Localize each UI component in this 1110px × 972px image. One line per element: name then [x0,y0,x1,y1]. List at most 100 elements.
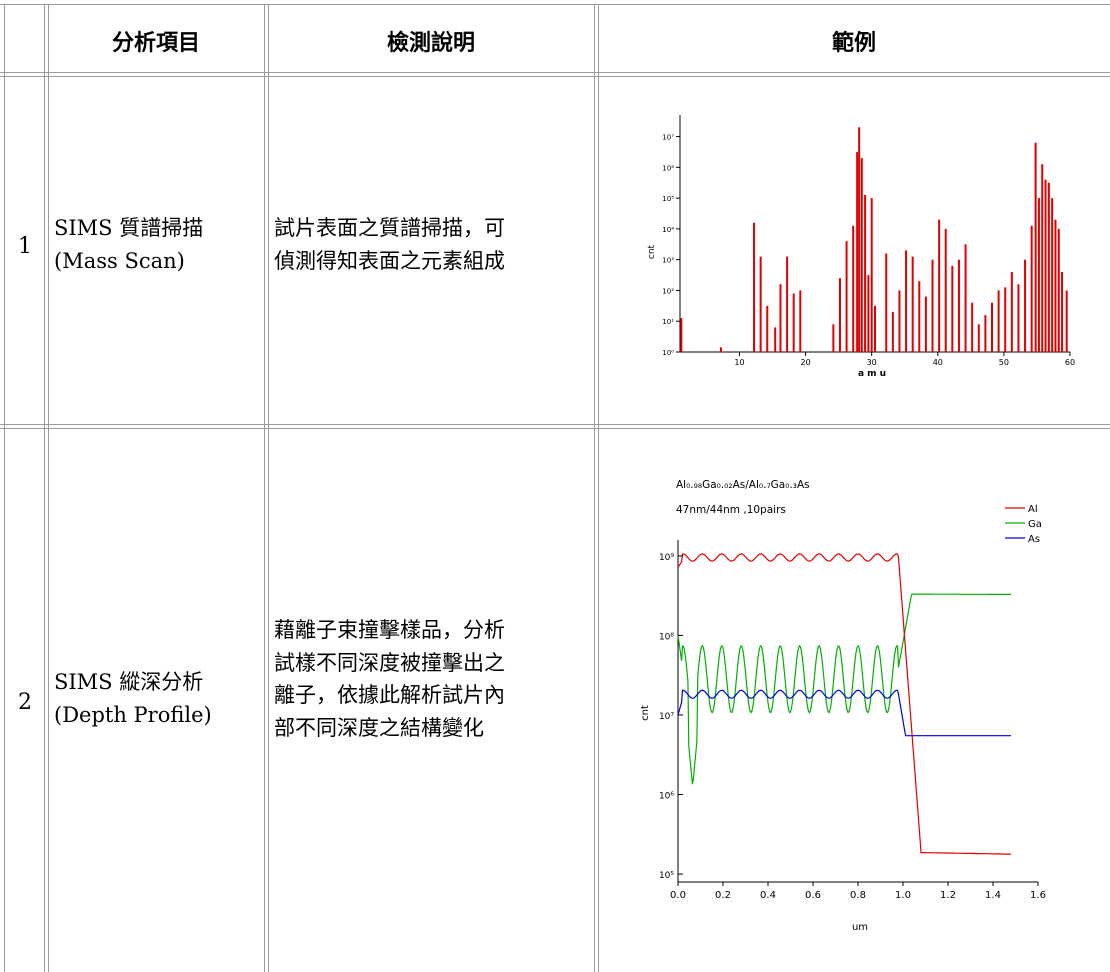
mass-scan-ytick-label: 10⁶ [662,164,674,172]
mass-scan-bar [885,253,888,352]
mass-scan-xlabel: a m u [858,369,886,379]
mass-scan-ytick-label: 10² [662,287,674,295]
depth-profile-ylabel: cnt [640,705,651,721]
row-1-description: 試片表面之質譜掃描，可 偵測得知表面之元素組成 [274,212,505,277]
mass-scan-xtick-label: 60 [1065,358,1075,367]
mass-scan-bar [786,256,789,352]
legend-label-as: As [1028,534,1040,545]
depth-profile-subtitle: 47nm/44nm ,10pairs [676,504,786,516]
mass-scan-bar [766,305,769,352]
header-example: 範例 [831,31,876,56]
mass-scan-ytick-label: 10⁴ [662,226,674,234]
mass-scan-bar [957,259,960,352]
mass-scan-bar [938,219,941,352]
row-2-desc-line: 部不同深度之結構變化 [274,715,484,740]
mass-scan-bar [1037,198,1040,352]
mass-scan-xtick-label: 50 [999,358,1009,367]
mass-scan-bar [918,281,921,352]
depth-profile-ytick-label: 10⁵ [659,871,674,881]
row-2-desc-line: 離子，依據此解析試片內 [274,683,505,708]
row-2-index: 2 [18,690,32,715]
mass-scan-bar [911,256,914,352]
depth-profile-xtick-label: 0.2 [715,890,731,901]
row-1-desc-line: 偵測得知表面之元素組成 [274,248,505,273]
mass-scan-bar [858,127,861,352]
depth-profile-series-ga [677,593,1011,785]
depth-profile-xtick-label: 0.6 [805,890,821,901]
mass-scan-xtick-label: 10 [734,358,744,367]
row-1-desc-line: 試片表面之質譜掃描，可 [274,216,505,240]
mass-scan-bar [680,318,683,352]
mass-scan-bar [1054,219,1057,352]
depth-profile-xtick-label: 1.2 [940,890,956,901]
mass-scan-bar [832,324,835,352]
legend-label-ga: Ga [1028,519,1042,530]
row-2-description: 藉離子束撞擊樣品，分析 試樣不同深度被撞擊出之 離子，依據此解析試片內 部不同深… [274,614,505,744]
mass-scan-ytick-label: 10³ [662,257,674,265]
depth-profile-xtick-label: 0.8 [850,890,866,901]
mass-scan-bar [931,259,934,352]
mass-scan-bar [1030,225,1033,352]
mass-scan-bar [891,311,894,352]
mass-scan-ylabel: cnt [647,244,657,259]
mass-scan-bar [753,222,756,352]
mass-scan-bar [856,151,859,352]
depth-profile-xtick-label: 1.0 [895,890,911,901]
mass-scan-bar [870,198,873,352]
mass-scan-bar [874,305,876,352]
mass-scan-bar [1024,259,1027,352]
mass-scan-ytick-label: 10⁷ [662,134,674,142]
depth-profile-ytick-label: 10⁶ [659,792,674,802]
mass-scan-bar [799,290,802,352]
depth-profile-ytick-label: 10⁸ [659,632,674,642]
mass-scan-bar [838,278,841,352]
mass-scan-bar [997,290,1000,352]
row-1-item-name: SIMS 質譜掃描 [54,216,204,240]
depth-profile-title: Al₀.₉₈Ga₀.₀₂As/Al₀.₇Ga₀.₃As [676,479,810,491]
mass-scan-ytick-label: 10⁰ [662,349,674,357]
depth-profile-xtick-label: 1.4 [985,890,1001,901]
row-1-item-english: (Mass Scan) [54,248,185,273]
mass-scan-bar [1044,179,1047,352]
mass-scan-bar [1010,271,1013,352]
mass-scan-bar [867,275,870,352]
mass-scan-bar [898,290,901,352]
mass-scan-bar [1051,198,1054,352]
mass-scan-bar [1041,164,1044,352]
mass-scan-bar [864,195,867,352]
mass-scan-bar [1034,142,1037,352]
mass-scan-bar [984,315,987,352]
depth-profile-xtick-label: 1.6 [1030,890,1046,901]
mass-scan-bar [1065,290,1068,352]
mass-scan-bar [977,324,980,352]
mass-scan-bar [1017,284,1020,352]
depth-profile-ytick-label: 10⁷ [659,712,674,722]
mass-scan-xtick-label: 40 [933,358,943,367]
mass-scan-ytick-label: 10⁵ [662,195,674,203]
mass-scan-bar [944,228,947,352]
mass-scan-xtick-label: 20 [800,358,810,367]
mass-scan-bar [971,302,974,352]
mass-scan-bar [860,158,863,352]
row-1-index: 1 [18,234,32,259]
mass-scan-bar [1057,228,1060,352]
depth-profile-series-as [677,689,1011,737]
mass-scan-bar [991,302,993,352]
depth-profile-xlabel: um [852,922,868,933]
row-2-item-name: SIMS 縱深分析 [54,670,204,694]
mass-scan-bar [845,241,848,352]
mass-scan-bar [779,284,782,352]
mass-scan-ytick-label: 10¹ [662,318,674,326]
mass-scan-bar [1004,287,1007,352]
mass-scan-bar [951,265,954,352]
mass-scan-bar [792,293,795,352]
header-item: 分析項目 [111,31,200,56]
mass-scan-bar [774,327,777,352]
mass-scan-bar [1061,271,1064,352]
depth-profile-ytick-label: 10⁹ [659,553,674,563]
depth-profile-xtick-label: 0.4 [760,890,776,901]
mass-scan-bar [759,256,762,352]
mass-scan-bar [964,244,967,352]
mass-scan-chart: 10⁰ 10¹ 10² 10³ 10⁴ 10⁵ 10⁶ 10⁷ 10 20 30 40 50 60 cn… [647,115,1075,379]
